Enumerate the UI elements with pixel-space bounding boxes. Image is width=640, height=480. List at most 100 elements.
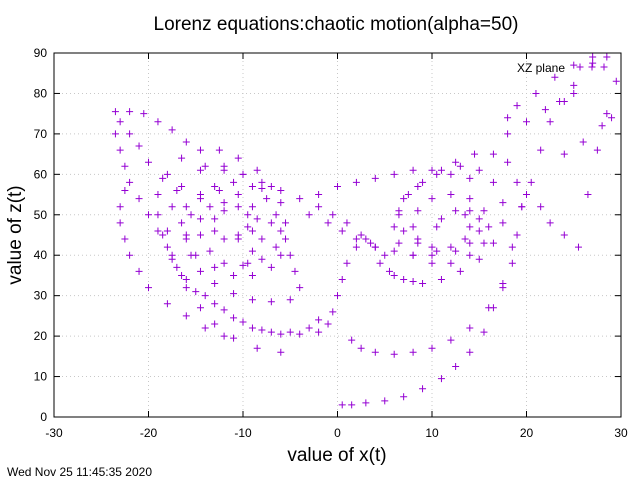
data-point xyxy=(121,162,129,170)
data-point xyxy=(296,284,304,292)
data-point xyxy=(239,318,247,326)
data-point xyxy=(234,203,242,211)
data-point xyxy=(111,108,119,116)
data-point xyxy=(286,251,294,259)
data-point xyxy=(461,235,469,243)
data-point xyxy=(343,259,351,267)
data-point xyxy=(409,223,417,231)
data-point xyxy=(220,259,228,267)
data-point xyxy=(612,77,620,85)
data-point xyxy=(145,284,152,292)
data-points xyxy=(111,53,620,409)
data-point xyxy=(248,203,256,211)
data-point xyxy=(475,227,483,235)
data-point xyxy=(263,195,271,203)
data-point xyxy=(390,350,398,358)
data-point xyxy=(230,178,238,186)
data-point xyxy=(234,154,242,162)
axis-ticks: -30 -20 -10 0 10 20 30 0 10 20 30 40 50 60 70 80 90 xyxy=(34,46,628,440)
data-point xyxy=(296,330,304,338)
x-tick-label: 30 xyxy=(614,426,628,440)
data-point xyxy=(504,130,512,138)
data-point xyxy=(135,267,143,275)
data-point xyxy=(352,243,360,251)
data-point xyxy=(201,324,209,332)
data-point xyxy=(466,174,474,182)
legend-marker-glyph xyxy=(588,63,596,71)
data-point xyxy=(178,219,186,227)
data-point xyxy=(253,166,261,174)
data-point xyxy=(201,162,209,170)
data-point xyxy=(447,259,455,267)
data-point xyxy=(471,150,479,158)
data-point xyxy=(272,211,280,219)
data-point xyxy=(523,118,530,126)
data-point xyxy=(466,207,474,215)
data-point xyxy=(196,215,204,223)
data-point xyxy=(315,203,323,211)
data-point xyxy=(206,203,214,211)
data-point xyxy=(371,243,379,251)
data-point xyxy=(570,89,578,97)
data-point xyxy=(248,182,256,190)
data-point xyxy=(258,235,266,243)
data-point xyxy=(291,267,299,275)
data-point xyxy=(159,231,167,239)
data-point xyxy=(329,211,337,219)
data-point xyxy=(248,296,256,304)
data-point xyxy=(480,328,488,336)
data-point xyxy=(603,110,611,118)
data-point xyxy=(121,187,129,195)
data-point xyxy=(452,158,460,166)
data-point xyxy=(551,73,559,81)
data-point xyxy=(182,284,190,292)
data-point xyxy=(414,182,422,190)
data-point xyxy=(466,239,474,247)
x-tick-label: -30 xyxy=(45,426,63,440)
data-point xyxy=(154,118,162,126)
data-point xyxy=(211,320,219,328)
data-point xyxy=(537,146,545,154)
data-point xyxy=(367,239,375,247)
data-point xyxy=(267,298,275,306)
data-point xyxy=(489,239,497,247)
data-point xyxy=(201,292,209,300)
data-point xyxy=(135,195,143,203)
data-point xyxy=(277,187,285,195)
data-point xyxy=(239,170,247,178)
data-point xyxy=(277,251,285,259)
data-point xyxy=(414,207,422,215)
data-point xyxy=(154,191,162,199)
data-point xyxy=(126,178,134,186)
data-point xyxy=(163,300,171,308)
data-point xyxy=(182,203,190,211)
data-point xyxy=(362,235,370,243)
data-point xyxy=(400,227,408,235)
data-point xyxy=(267,263,275,271)
data-point xyxy=(485,304,493,312)
data-point xyxy=(206,247,214,255)
data-point xyxy=(527,178,535,186)
y-tick-label: 90 xyxy=(34,46,48,60)
data-point xyxy=(211,215,219,223)
data-point xyxy=(168,251,176,259)
data-point xyxy=(277,227,285,235)
data-point xyxy=(220,306,228,314)
data-point xyxy=(414,235,422,243)
data-point xyxy=(371,348,379,356)
data-point xyxy=(437,215,445,223)
data-point xyxy=(253,344,261,352)
y-tick-label: 50 xyxy=(34,208,48,222)
data-point xyxy=(220,199,228,207)
data-point xyxy=(466,348,474,356)
data-point xyxy=(196,195,204,203)
data-point xyxy=(532,89,540,97)
data-point xyxy=(248,227,256,235)
data-point xyxy=(504,114,512,122)
data-point xyxy=(466,324,474,332)
data-point xyxy=(277,199,285,207)
x-tick-label: 20 xyxy=(520,426,534,440)
data-point xyxy=(343,219,351,227)
data-point xyxy=(282,219,290,227)
y-tick-label: 40 xyxy=(34,248,48,262)
